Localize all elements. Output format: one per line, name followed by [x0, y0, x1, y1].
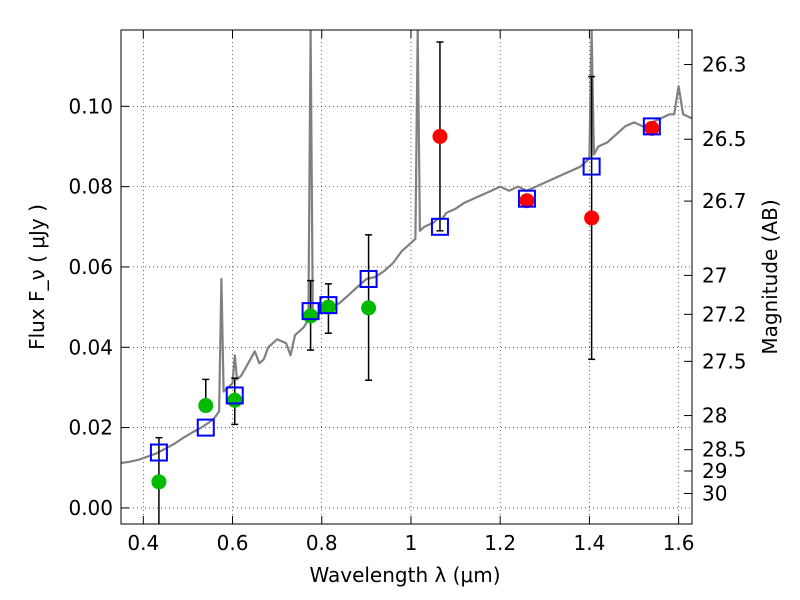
model-photometry-square [642, 117, 661, 136]
model-photometry-square [225, 386, 244, 405]
magnitude-tick-label: 26.5 [702, 127, 747, 151]
y-axis-label: Flux F_ν ( μJy ) [25, 204, 49, 350]
plot-area [121, 30, 692, 524]
y-tick-label: 0.04 [68, 335, 113, 359]
y-tick-label: 0.08 [68, 175, 113, 199]
model-photometry-square [319, 296, 338, 315]
green-data-point [227, 392, 243, 408]
x-axis: 0.4 0.6 0.8 1 1.2 1.4 1.6 [127, 30, 695, 555]
spectrum-line [121, 30, 692, 465]
x-tick-label: 1 [405, 531, 418, 555]
x-tick-label: 0.8 [306, 531, 338, 555]
x-tick-label: 0.6 [217, 531, 249, 555]
model-photometry-square [149, 443, 168, 462]
x-tick-label: 1.4 [573, 531, 605, 555]
red-data-point [519, 193, 535, 209]
x-tick-label: 1.2 [484, 531, 516, 555]
x-tick-label: 0.4 [127, 531, 159, 555]
magnitude-tick-label: 30 [702, 481, 727, 505]
green-data-point [151, 474, 167, 490]
red-data-point [644, 120, 660, 136]
magnitude-tick-label: 28 [702, 404, 727, 428]
red-data-point [432, 128, 448, 144]
y-tick-label: 0.10 [68, 94, 113, 118]
green-data-point [303, 308, 319, 324]
model-photometry-square [196, 418, 215, 437]
magnitude-tick-label: 26.3 [702, 53, 747, 77]
green-data-point [361, 300, 377, 316]
magnitude-tick-label: 27 [702, 263, 727, 287]
plot-frame [120, 29, 693, 525]
red-data-point [584, 210, 600, 226]
y-tick-label: 0.00 [68, 496, 113, 520]
y-axis: 0.00 0.02 0.04 0.06 0.08 0.10 [68, 94, 129, 520]
magnitude-tick-label: 26.7 [702, 189, 747, 213]
y-tick-label: 0.06 [68, 255, 113, 279]
model-photometry-square [582, 157, 601, 176]
model-photometry-square [301, 302, 320, 321]
magnitude-tick-label: 29 [702, 459, 727, 483]
green-data-point [320, 299, 336, 315]
x-axis-label: Wavelength λ (μm) [309, 563, 500, 587]
magnitude-tick-label: 27.5 [702, 349, 747, 373]
model-photometry-square [517, 189, 536, 208]
right-axis-label: Magnitude (AB) [758, 199, 782, 354]
magnitude-tick-label: 27.2 [702, 302, 747, 326]
green-data-point [198, 398, 214, 414]
magnitude-tick-label: 28.5 [702, 438, 747, 462]
y-tick-label: 0.02 [68, 416, 113, 440]
model-photometry-square [359, 270, 378, 289]
x-tick-label: 1.6 [663, 531, 695, 555]
model-photometry-square [430, 217, 449, 236]
